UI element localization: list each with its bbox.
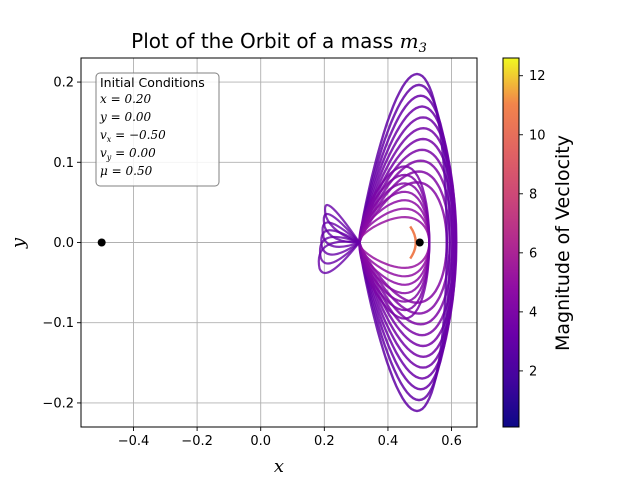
- chart-title: Plot of the Orbit of a mass m3: [131, 29, 427, 56]
- orbit-petal: [324, 204, 361, 244]
- x-tick-label: 0.4: [378, 434, 399, 449]
- initial-conditions-lines: x = 0.20 y = 0.00 vx = −0.50 vy = 0.00 μ = 0…: [99, 92, 166, 178]
- orbit-inner-loop: [358, 165, 431, 320]
- colorbar-tick-label: 2: [529, 364, 537, 379]
- initial-condition-line: vx = −0.50: [100, 128, 166, 144]
- colorbar-tick-label: 10: [529, 128, 546, 143]
- y-tick-label: −0.1: [42, 316, 74, 331]
- y-tick-label: 0.1: [53, 156, 74, 171]
- initial-condition-line: μ = 0.50: [100, 164, 153, 178]
- orbit-loop: [358, 83, 451, 402]
- initial-condition-line: vy = 0.00: [100, 146, 156, 162]
- y-tick-label: −0.2: [42, 396, 74, 411]
- colorbar-tick-label: 8: [529, 187, 537, 202]
- colorbar-tick-label: 4: [529, 305, 537, 320]
- colorbar: 2 4 6 8 10 12 Magnitude of Veclocity: [502, 57, 574, 428]
- y-tick-label: 0.2: [53, 76, 74, 91]
- x-tick-label: 0.2: [314, 434, 335, 449]
- colorbar-tick-label: 6: [529, 246, 537, 261]
- mass-point: [415, 238, 424, 247]
- y-tick-label: 0.0: [53, 236, 74, 251]
- orbit-loop: [358, 105, 456, 380]
- x-axis-label: x: [274, 456, 284, 477]
- orbit-trajectory: [317, 72, 458, 413]
- orbit-petal: [321, 221, 361, 248]
- initial-condition-line: x = 0.20: [100, 92, 152, 106]
- colorbar-gradient: [502, 57, 520, 428]
- y-ticks: −0.2 −0.1 0.0 0.1 0.2: [42, 76, 81, 411]
- orbit-petal: [322, 213, 361, 244]
- initial-conditions-box: Initial Conditions x = 0.20 y = 0.00 vx = …: [95, 72, 220, 187]
- initial-conditions-title: Initial Conditions: [100, 75, 205, 90]
- orbit-loop: [358, 72, 449, 413]
- mass-point: [97, 238, 106, 247]
- orbit-petal: [317, 240, 361, 275]
- legend-frame: [95, 72, 220, 187]
- y-axis-label: y: [8, 237, 29, 249]
- masses: [97, 238, 424, 247]
- x-ticks: −0.4 −0.2 0.0 0.2 0.4 0.6: [118, 427, 462, 449]
- colorbar-ticks: 2 4 6 8 10 12: [519, 69, 546, 379]
- x-tick-label: −0.4: [118, 434, 150, 449]
- orbit-loop: [358, 116, 458, 369]
- orbit-loop: [358, 94, 454, 391]
- x-tick-label: −0.2: [181, 434, 213, 449]
- initial-condition-line: y = 0.00: [99, 110, 152, 124]
- orbit-petal: [318, 235, 361, 265]
- x-tick-label: 0.0: [250, 434, 271, 449]
- x-tick-label: 0.6: [441, 434, 462, 449]
- colorbar-label: Magnitude of Veclocity: [552, 135, 574, 351]
- colorbar-tick-label: 12: [529, 69, 546, 84]
